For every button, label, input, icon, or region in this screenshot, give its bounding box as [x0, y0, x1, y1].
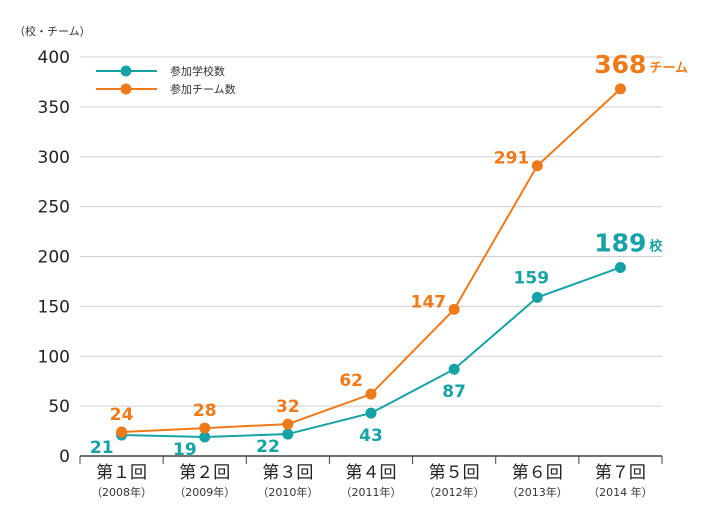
x-category-label: 第５回	[429, 463, 480, 483]
legend-marker	[120, 83, 132, 95]
data-label-layer: 21 19 22 43 87 159 189 校 24 28 32 62 147 291 368 チーム	[90, 50, 688, 460]
x-category-label: 第４回	[346, 463, 397, 483]
x-year-label: （2011年）	[341, 485, 402, 499]
data-label: 32	[276, 397, 300, 417]
data-label-suffix: 校	[649, 238, 663, 254]
x-year-label: （2014 年）	[588, 485, 653, 499]
data-point	[282, 428, 294, 440]
grid-layer	[80, 56, 662, 407]
axis-layer: 0 50 100 150 200 250 300 350 400 第１回 （2008年） 第２回 （20…	[38, 48, 663, 499]
series-layer	[116, 83, 626, 443]
data-label: 147	[411, 292, 447, 312]
x-category-label: 第６回	[512, 463, 563, 483]
data-label: 28	[193, 401, 217, 421]
x-year-label: （2009年）	[174, 485, 235, 499]
data-point	[282, 418, 294, 430]
data-point	[116, 426, 128, 438]
data-point	[448, 303, 460, 315]
data-label: 189	[594, 228, 646, 257]
y-tick-label: 300	[38, 148, 70, 168]
x-year-label: （2010年）	[257, 485, 318, 499]
x-category-label: 第２回	[179, 463, 230, 483]
data-label: 43	[359, 426, 383, 446]
y-tick-label: 50	[48, 397, 70, 417]
data-point	[365, 388, 377, 400]
data-label: 159	[514, 268, 550, 288]
y-tick-label: 150	[38, 297, 70, 317]
data-point	[531, 160, 543, 172]
data-point	[365, 407, 377, 419]
data-label: 19	[173, 440, 197, 460]
x-year-label: （2008年）	[91, 485, 152, 499]
data-label: 21	[90, 438, 114, 458]
y-tick-label: 200	[38, 248, 70, 268]
x-year-label: （2013年）	[507, 485, 568, 499]
x-year-label: （2012年）	[424, 485, 485, 499]
legend-label: 参加学校数	[170, 64, 225, 78]
y-tick-label: 0	[59, 447, 70, 467]
y-tick-label: 400	[38, 48, 70, 68]
data-point	[531, 291, 543, 303]
x-category-label: 第７回	[595, 463, 646, 483]
legend-label: 参加チーム数	[170, 82, 236, 96]
data-label: 62	[339, 371, 363, 391]
legend-marker	[120, 65, 132, 77]
data-point	[448, 363, 460, 375]
data-label-suffix: チーム	[649, 61, 688, 76]
x-category-label: 第３回	[262, 463, 313, 483]
data-point	[199, 431, 211, 443]
data-point	[199, 422, 211, 434]
data-label: 24	[110, 405, 134, 425]
data-point	[614, 261, 626, 273]
y-tick-label: 100	[38, 347, 70, 367]
y-tick-label: 250	[38, 198, 70, 218]
y-tick-label: 350	[38, 98, 70, 118]
data-label: 87	[442, 382, 466, 402]
data-point	[614, 83, 626, 95]
data-label: 291	[494, 149, 530, 169]
data-label: 22	[256, 437, 280, 457]
y-unit-label: （校・チーム）	[14, 24, 91, 38]
x-category-label: 第１回	[96, 463, 147, 483]
series-line	[121, 88, 622, 434]
data-label: 368	[594, 50, 646, 79]
